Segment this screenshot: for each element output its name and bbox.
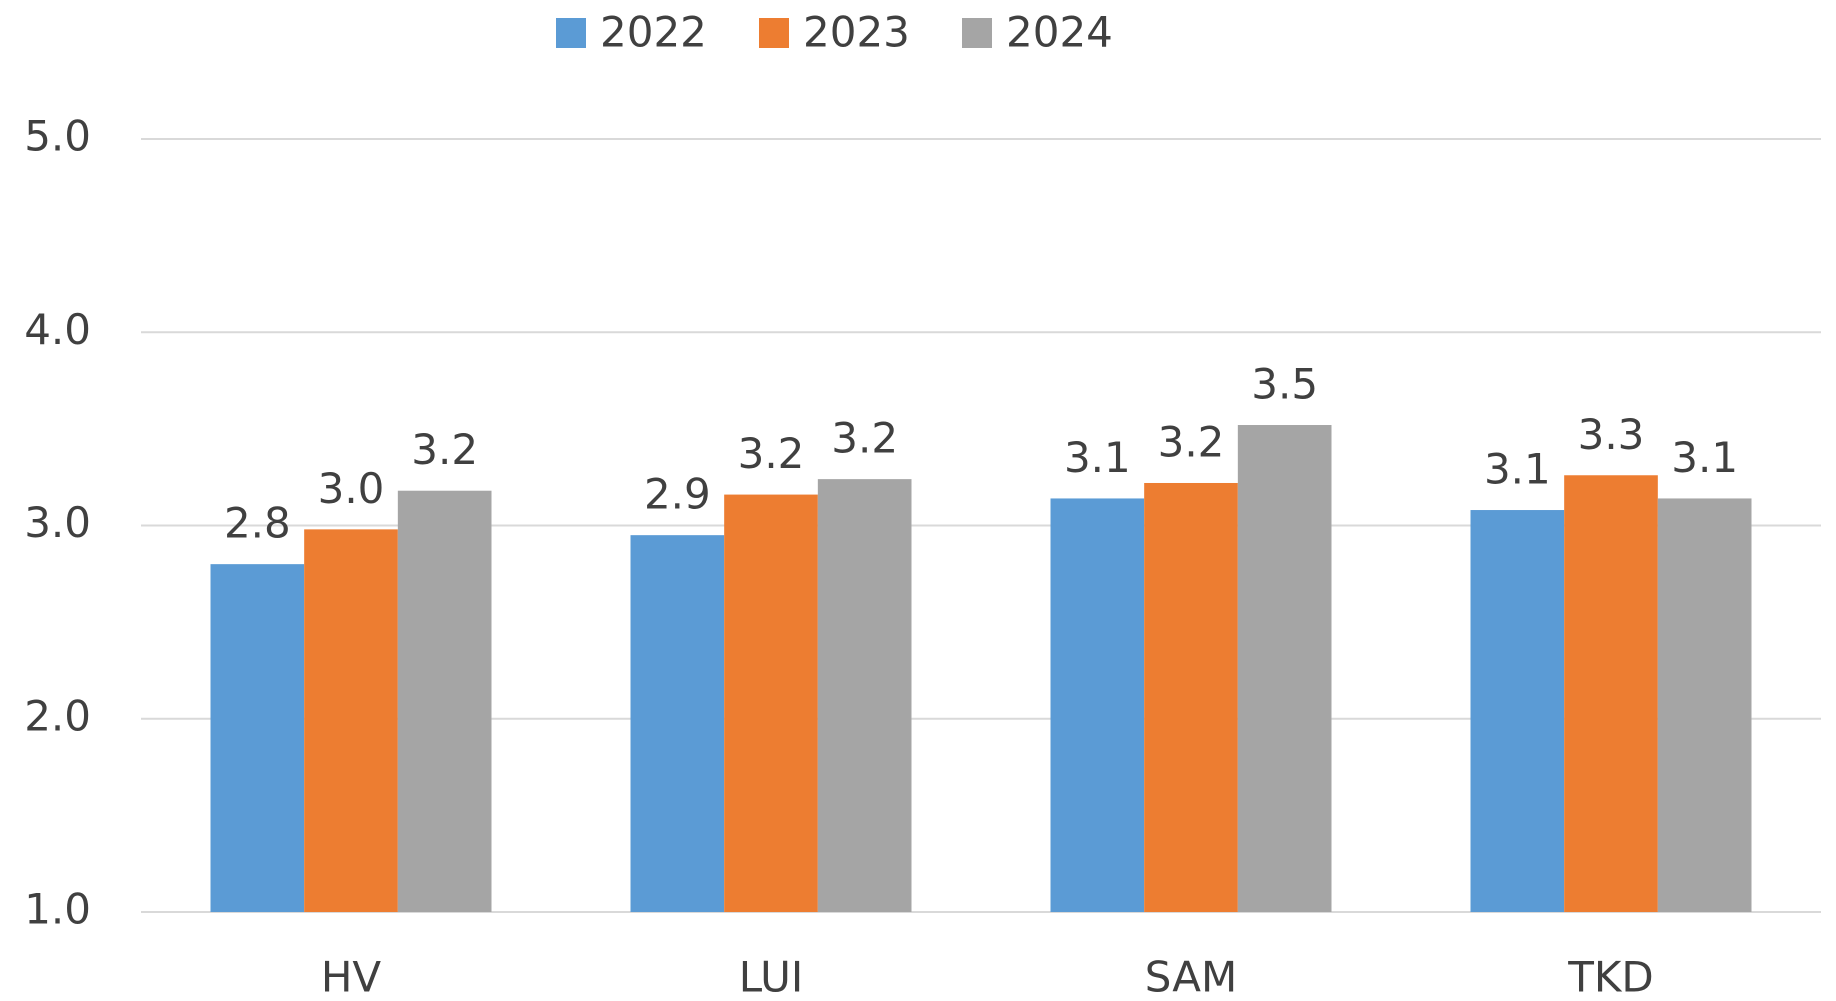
data-label: 3.1 bbox=[1671, 433, 1738, 482]
data-label: 3.2 bbox=[1158, 417, 1225, 466]
bar bbox=[1564, 475, 1658, 912]
bar bbox=[724, 494, 818, 912]
data-label: 2.9 bbox=[644, 470, 711, 519]
legend-swatch bbox=[759, 18, 789, 48]
x-tick-label: SAM bbox=[1145, 953, 1237, 1001]
bar bbox=[304, 529, 398, 912]
data-label: 2.8 bbox=[224, 499, 291, 548]
data-label: 3.0 bbox=[318, 464, 385, 513]
y-tick-label: 1.0 bbox=[24, 885, 91, 934]
x-tick-label: TKD bbox=[1567, 953, 1654, 1001]
y-tick-label: 3.0 bbox=[24, 498, 91, 547]
data-label: 3.2 bbox=[738, 429, 805, 478]
bar bbox=[210, 564, 305, 912]
data-label: 3.2 bbox=[831, 414, 898, 463]
data-label: 3.5 bbox=[1251, 360, 1318, 409]
data-label: 3.1 bbox=[1064, 433, 1131, 482]
y-tick-label: 4.0 bbox=[24, 305, 91, 354]
legend-swatch bbox=[556, 18, 586, 48]
y-tick-label: 2.0 bbox=[24, 691, 91, 740]
y-tick-label: 5.0 bbox=[24, 112, 91, 161]
bar bbox=[1050, 498, 1145, 912]
bar bbox=[1657, 498, 1752, 912]
data-label: 3.3 bbox=[1578, 410, 1645, 459]
x-tick-label: LUI bbox=[739, 953, 803, 1001]
legend-label: 2022 bbox=[600, 8, 707, 57]
bar bbox=[1470, 510, 1565, 912]
bar bbox=[817, 479, 912, 912]
bar bbox=[630, 535, 725, 912]
bar bbox=[1237, 425, 1332, 912]
legend-label: 2024 bbox=[1006, 8, 1113, 57]
x-tick-label: HV bbox=[321, 953, 382, 1001]
data-label: 3.2 bbox=[411, 425, 478, 474]
data-label: 3.1 bbox=[1484, 445, 1551, 494]
legend-swatch bbox=[962, 18, 992, 48]
legend-label: 2023 bbox=[803, 8, 910, 57]
bar bbox=[397, 490, 492, 912]
bar bbox=[1144, 482, 1238, 912]
